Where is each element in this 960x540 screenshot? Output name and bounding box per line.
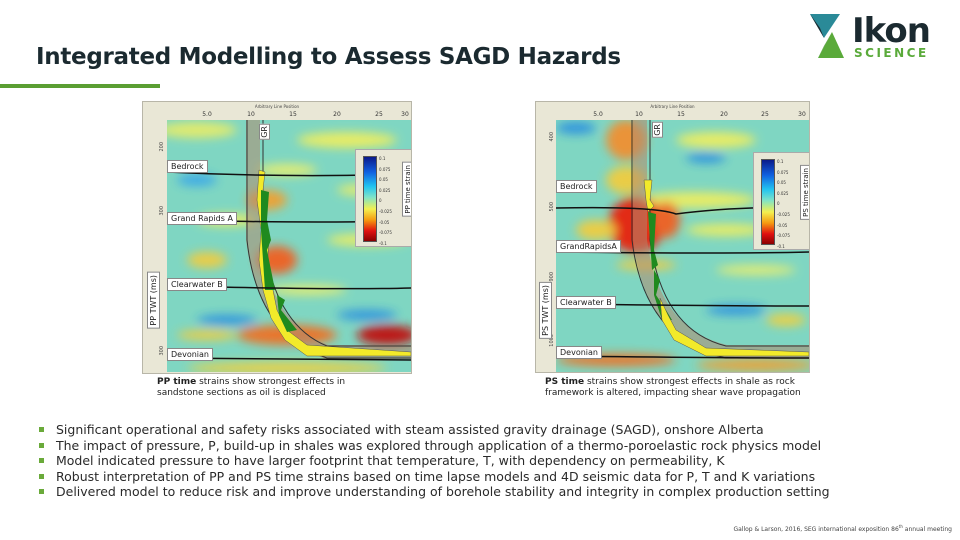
bullet-item: Robust interpretation of PP and PS time … (38, 469, 948, 485)
colorbar-tick: 0.1 (379, 156, 386, 161)
caption-text: strains show strongest effects in sandst… (157, 377, 346, 398)
gr-log-label: GR (652, 122, 663, 138)
colorbar-title: PP time strain (402, 162, 411, 217)
horizon-label: Bedrock (167, 160, 208, 173)
ikon-science-logo: Ikon SCIENCE (808, 12, 948, 62)
citation: Gallop & Larson, 2016, SEG international… (733, 524, 952, 533)
colorbar-tick: 0.05 (379, 177, 388, 183)
bullet-item: Model indicated pressure to have larger … (38, 453, 948, 469)
y-tick: 900 (549, 272, 555, 282)
x-tick: 20 (720, 111, 728, 118)
slide-title: Integrated Modelling to Assess SAGD Haza… (36, 44, 621, 70)
horizon-label: GrandRapidsA (556, 240, 621, 253)
seismic-section-pp: GR Bedrock Grand Rapids A Clearwater B D… (167, 120, 411, 372)
bullet-square-icon (39, 473, 44, 479)
x-tick: 10 (635, 111, 643, 118)
x-tick: 30 (401, 111, 409, 118)
x-tick: 30 (798, 111, 806, 118)
x-tick: 5.0 (593, 111, 603, 118)
citation-tail: annual meeting (902, 526, 952, 533)
caption-bold: PP time (157, 377, 197, 387)
bullet-text: Robust interpretation of PP and PS time … (56, 468, 816, 484)
colorbar-tick: 0.025 (379, 187, 391, 193)
horizon-label: Devonian (556, 346, 602, 359)
y-axis-label: PS TWT (ms) (539, 282, 552, 339)
x-tick: 15 (289, 111, 297, 118)
citation-sup: th (898, 524, 903, 529)
x-tick: 25 (375, 111, 383, 118)
x-tick: 15 (677, 111, 685, 118)
caption-text: strains show strongest effects in shale … (545, 377, 801, 398)
x-axis-ticks: 5.0 10 15 20 25 30 (536, 111, 809, 119)
colorbar-tick: -0.025 (777, 211, 790, 217)
bullet-text: The impact of pressure, P, build-up in s… (56, 437, 822, 453)
colorbar (761, 159, 775, 245)
bullet-square-icon (39, 442, 44, 448)
y-tick: 300 (159, 346, 165, 356)
logo-wordmark: Ikon (852, 11, 931, 51)
x-tick: 20 (333, 111, 341, 118)
bullet-square-icon (39, 427, 44, 432)
x-axis-ticks: 5.0 10 15 20 25 30 (143, 111, 411, 119)
colorbar-tick: -0.075 (379, 230, 392, 236)
colorbar-tick: 0.025 (777, 190, 789, 196)
x-axis-title: Arbitrary Line Position (254, 104, 300, 109)
colorbar-legend: 0.1 0.075 0.05 0.025 0 -0.025 -0.05 -0.0… (355, 149, 411, 247)
ps-figure-caption: PS time strains show strongest effects i… (545, 377, 805, 399)
bullet-list: Significant operational and safety risks… (38, 422, 948, 500)
bullet-text: Delivered model to reduce risk and impro… (56, 484, 830, 499)
colorbar (363, 156, 377, 242)
pp-figure-caption: PP time strains show strongest effects i… (157, 377, 387, 399)
bullet-text: Model indicated pressure to have larger … (56, 453, 725, 468)
colorbar-tick: -0.05 (777, 222, 788, 228)
bullet-square-icon (39, 489, 44, 494)
colorbar-tick: 0 (777, 201, 780, 207)
colorbar-tick: -0.1 (379, 240, 387, 246)
horizon-label: Bedrock (556, 180, 597, 193)
colorbar-tick: 0.075 (777, 169, 789, 175)
caption-bold: PS time (545, 377, 585, 387)
ps-strain-figure: Arbitrary Line Position 5.0 10 15 20 25 … (535, 101, 810, 373)
gr-log-label: GR (259, 124, 270, 140)
seismic-section-ps: GR Bedrock GrandRapidsA Clearwater B Dev… (556, 120, 809, 372)
horizon-label: Clearwater B (556, 296, 616, 309)
ikon-triangle-logo-icon (810, 14, 844, 58)
logo-subtext: SCIENCE (854, 46, 929, 60)
colorbar-title: PS time strain (800, 165, 809, 220)
colorbar-tick: -0.025 (379, 208, 392, 214)
colorbar-legend: 0.1 0.075 0.05 0.025 0 -0.025 -0.05 -0.0… (753, 152, 809, 250)
horizon-label: Devonian (167, 348, 213, 361)
bullet-item: Significant operational and safety risks… (38, 422, 948, 438)
y-tick: 500 (549, 202, 555, 212)
colorbar-tick: -0.1 (777, 243, 785, 249)
y-tick: 300 (159, 206, 165, 216)
x-axis-title: Arbitrary Line Position (650, 104, 695, 109)
colorbar-tick: 0 (379, 198, 382, 204)
colorbar-tick: 0.075 (379, 166, 391, 172)
bullet-item: Delivered model to reduce risk and impro… (38, 484, 898, 500)
bullet-text: Significant operational and safety risks… (56, 422, 764, 437)
horizon-label: Clearwater B (167, 278, 227, 291)
colorbar-tick: -0.05 (379, 219, 390, 225)
y-tick: 400 (549, 132, 555, 142)
title-underline (0, 84, 160, 88)
colorbar-tick: 0.1 (777, 159, 784, 164)
horizon-label: Grand Rapids A (167, 212, 237, 225)
citation-text: Gallop & Larson, 2016, SEG international… (733, 526, 899, 533)
x-tick: 5.0 (202, 111, 212, 118)
bullet-item: The impact of pressure, P, build-up in s… (38, 438, 948, 454)
x-tick: 25 (761, 111, 769, 118)
y-axis-label: PP TWT (ms) (147, 272, 160, 329)
colorbar-ticks: 0.1 0.075 0.05 0.025 0 -0.025 -0.05 -0.0… (777, 157, 790, 252)
y-tick: 200 (159, 142, 165, 152)
colorbar-tick: -0.075 (777, 233, 790, 239)
bullet-square-icon (39, 458, 44, 463)
pp-strain-figure: Arbitrary Line Position 5.0 10 15 20 25 … (142, 101, 412, 374)
colorbar-tick: 0.05 (777, 180, 786, 186)
colorbar-ticks: 0.1 0.075 0.05 0.025 0 -0.025 -0.05 -0.0… (379, 154, 392, 249)
x-tick: 10 (247, 111, 255, 118)
